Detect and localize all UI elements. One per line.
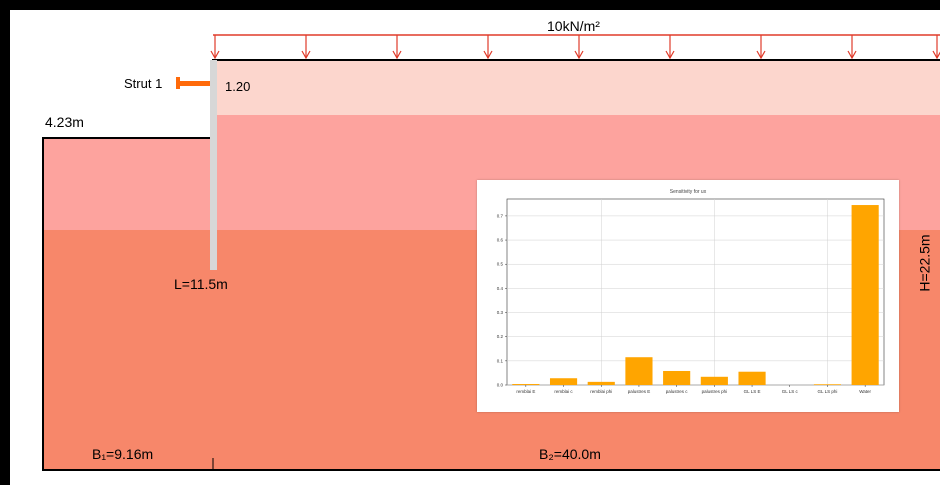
wall-length-label: L=11.5m	[174, 276, 228, 292]
y-tick-label: 0.7	[497, 213, 504, 218]
strut-bar	[178, 81, 210, 86]
bar	[587, 381, 615, 385]
bar	[738, 371, 766, 385]
bar	[549, 378, 578, 385]
load-arrowhead-icon	[847, 50, 857, 60]
x-tick-label: remblai phi	[590, 389, 612, 394]
x-tick-label: palustres c	[666, 389, 689, 394]
y-tick-label: 0.1	[497, 358, 504, 363]
bar	[625, 357, 653, 385]
strut-depth-value: 1.20	[225, 79, 251, 94]
left-height-label: 4.23m	[45, 114, 84, 130]
x-tick-label: remblai E	[516, 389, 535, 394]
x-tick-label: GL LS E	[744, 389, 761, 394]
sensitivity-chart-panel: Sensitivity for ux 0.0 0.1 0.2 0.3 0.4 0.5 0.6…	[477, 180, 899, 412]
load-arrowhead-icon	[483, 50, 493, 60]
strut-label: Strut 1	[124, 76, 163, 91]
x-tick-label: remblai c	[554, 389, 573, 394]
bar	[663, 370, 691, 385]
sensitivity-chart: Sensitivity for ux 0.0 0.1 0.2 0.3 0.4 0.5 0.6…	[497, 189, 885, 394]
y-tick-label: 0.6	[497, 238, 504, 243]
distributed-load[interactable]	[210, 34, 940, 60]
y-tick-label: 0.3	[497, 310, 504, 315]
load-arrows	[210, 35, 940, 60]
bar	[700, 376, 728, 385]
load-arrowhead-icon	[301, 50, 311, 60]
load-arrowhead-icon	[392, 50, 402, 60]
y-tick-label: 0.5	[497, 262, 504, 267]
load-arrowhead-icon	[574, 50, 584, 60]
load-arrowhead-icon	[665, 50, 675, 60]
retaining-wall[interactable]	[210, 60, 217, 270]
b2-width-label: B₂=40.0m	[539, 446, 601, 462]
bar	[851, 205, 879, 385]
load-arrowhead-icon	[756, 50, 766, 60]
soil-layer-mid-left[interactable]	[43, 138, 213, 230]
y-tick-label: 0.0	[497, 383, 504, 388]
load-label: 10kN/m²	[547, 18, 600, 34]
soil-boundary	[42, 59, 940, 471]
x-tick-label: GL LS c	[782, 389, 799, 394]
strut-1[interactable]	[176, 77, 210, 89]
bar	[813, 384, 842, 385]
x-tick-label: GL LS phi	[818, 389, 838, 394]
x-tick-label: palustres E	[628, 389, 651, 394]
load-arrowhead-icon	[210, 50, 220, 60]
y-tick-label: 0.4	[497, 286, 504, 291]
bar	[512, 384, 540, 385]
total-height-label: H=22.5m	[916, 234, 933, 292]
y-tick-label: 0.2	[497, 334, 504, 339]
x-tick-label: Water	[859, 389, 871, 394]
x-tick-label: palustres phi	[702, 389, 728, 394]
chart-title: Sensitivity for ux	[670, 189, 707, 195]
soil-layer-top[interactable]	[213, 60, 940, 115]
b1-width-label: B₁=9.16m	[92, 446, 154, 462]
